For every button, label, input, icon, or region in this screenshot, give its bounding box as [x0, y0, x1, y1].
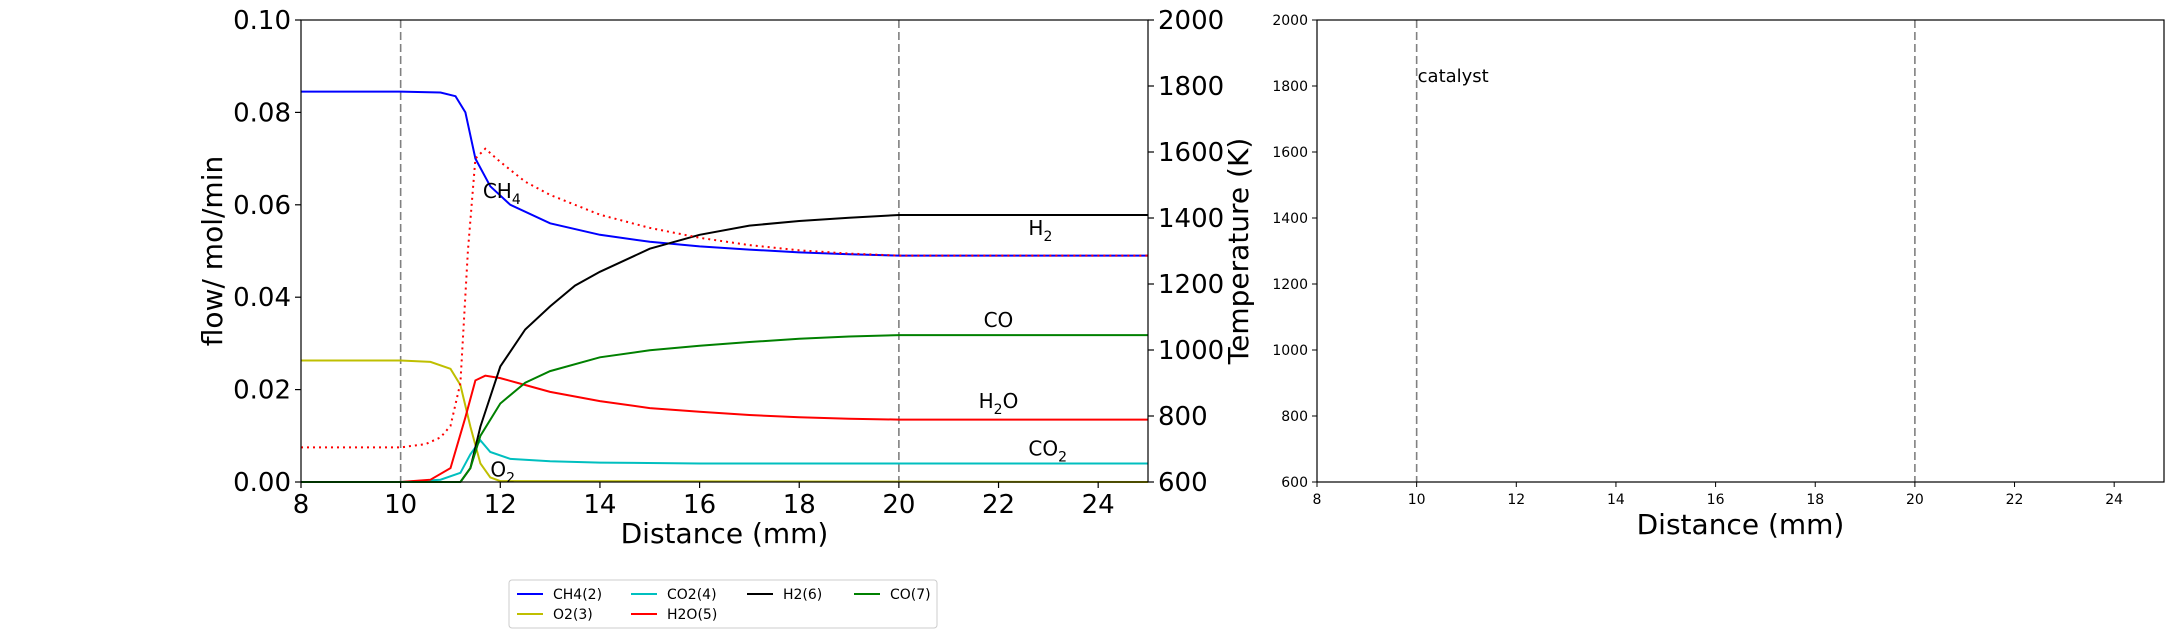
y2-tick-label: 1200: [1158, 270, 1224, 300]
annotation-text: CH: [483, 179, 512, 203]
legend-label: CO2(4): [667, 587, 717, 603]
annotation-text: H: [1028, 216, 1043, 240]
legend-box: [508, 579, 938, 629]
annotation-subscript: 4: [512, 192, 521, 208]
y-tick-label: 1200: [1272, 277, 1308, 293]
temperature-chart: 8 10 12 14 16 18 20 22 24 600 800 1000 1200 1400 1600 1…: [1272, 13, 2165, 541]
series-line-ch42: [301, 90, 1148, 257]
x-tick-label: 20: [1906, 492, 1924, 508]
legend-label: H2(6): [783, 587, 822, 603]
legend: CH4(2) CO2(4) H2(6) CO(7) O2(3) H2O(5): [508, 579, 938, 629]
catalyst-label: catalyst: [1418, 66, 1489, 87]
y-tick-label: 0.10: [233, 6, 291, 36]
y-tick-label: 600: [1281, 475, 1308, 491]
y-tick-label: 0.08: [233, 98, 291, 128]
y-tick-label: 1800: [1272, 79, 1308, 95]
y2-tick-label: 2000: [1158, 6, 1224, 36]
series-annotation: H2O: [979, 389, 1019, 418]
y-tick-label: 0.00: [233, 468, 291, 498]
y-tick-label: 1600: [1272, 145, 1308, 161]
series-annotation: H2: [1028, 216, 1052, 245]
annotation-text: O: [490, 457, 506, 481]
legend-label: H2O(5): [667, 607, 717, 623]
species-flow-chart: 8 10 12 14 16 18 20 22 240.000.020.040.060.080.1…: [196, 6, 1255, 550]
x-tick-label: 16: [1707, 492, 1725, 508]
series-annotation: CO: [984, 308, 1014, 332]
temperature-line: [301, 147, 1148, 449]
x-tick-label: 12: [1507, 492, 1525, 508]
series-line-co7: [301, 334, 1148, 483]
series-annotation: O2: [490, 457, 515, 486]
annotation-subscript: 2: [1043, 229, 1052, 245]
legend-label: O2(3): [553, 607, 593, 623]
x-tick-label: 8: [1313, 492, 1322, 508]
x-tick-label: 16: [683, 490, 716, 520]
x-tick-label: 10: [1408, 492, 1426, 508]
y2-tick-label: 800: [1158, 402, 1208, 432]
annotation-subscript: 2: [1058, 450, 1067, 466]
x-tick-label: 8: [293, 490, 310, 520]
series-line-o23: [301, 359, 1149, 483]
x-tick-label: 18: [783, 490, 816, 520]
annotation-text: CO: [1028, 437, 1058, 461]
x-tick-label: 20: [882, 490, 915, 520]
y-tick-label: 1400: [1272, 211, 1308, 227]
x-axis-title: Distance (mm): [1637, 508, 1845, 541]
x-tick-label: 12: [484, 490, 517, 520]
legend-label: CO(7): [890, 587, 931, 603]
series-annotation: CH4: [483, 179, 521, 208]
series-line-h26: [301, 214, 1148, 483]
annotation-subscript: 2: [506, 470, 515, 486]
y2-tick-label: 1800: [1158, 72, 1224, 102]
y-tick-label: 0.02: [233, 376, 291, 406]
x-tick-label: 24: [2105, 492, 2123, 508]
series-line-h2o5: [301, 374, 1148, 483]
plot-frame: [300, 19, 1149, 483]
y-tick-label: 800: [1281, 409, 1308, 425]
y2-tick-label: 1600: [1158, 138, 1224, 168]
y2-tick-label: 600: [1158, 468, 1208, 498]
y-axis-title: flow/ mol/min: [196, 156, 229, 346]
annotation-text: CO: [984, 308, 1014, 332]
x-tick-label: 14: [583, 490, 616, 520]
x-tick-label: 14: [1607, 492, 1625, 508]
y-tick-label: 2000: [1272, 13, 1308, 29]
plot-frame: [1316, 19, 2165, 483]
y2-axis-title: Temperature (K): [1222, 138, 1255, 365]
y-tick-label: 1000: [1272, 343, 1308, 359]
x-tick-label: 18: [1806, 492, 1824, 508]
y2-tick-label: 1400: [1158, 204, 1224, 234]
x-tick-label: 22: [2006, 492, 2024, 508]
annotation-tail: O: [1003, 389, 1019, 413]
y-tick-label: 0.06: [233, 191, 291, 221]
annotation-subscript: 2: [994, 402, 1003, 418]
x-tick-label: 24: [1082, 490, 1115, 520]
series-annotation: CO2: [1028, 437, 1067, 466]
y-tick-label: 0.04: [233, 283, 291, 313]
x-axis-title: Distance (mm): [621, 517, 829, 550]
x-tick-label: 10: [384, 490, 417, 520]
series-line-co24: [301, 438, 1148, 483]
x-tick-label: 22: [982, 490, 1015, 520]
y2-tick-label: 1000: [1158, 336, 1224, 366]
annotation-text: H: [979, 389, 994, 413]
legend-label: CH4(2): [553, 587, 602, 603]
